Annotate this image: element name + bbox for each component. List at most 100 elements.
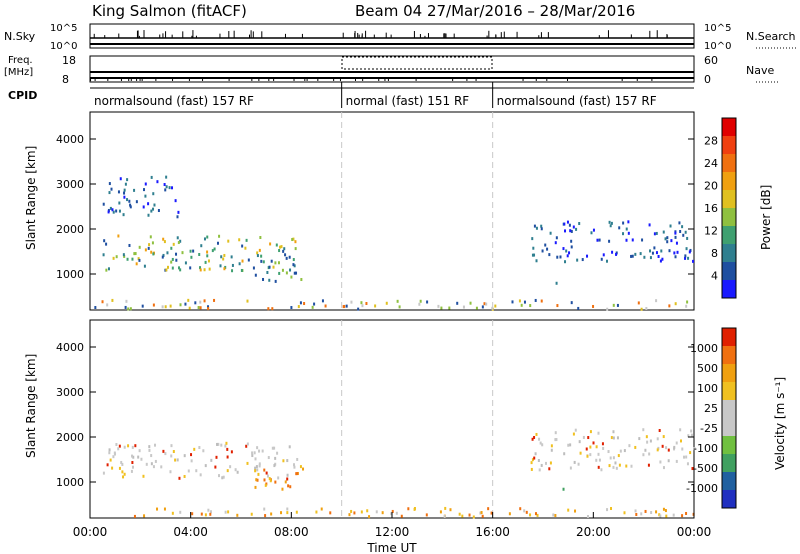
scatter-cell (684, 256, 687, 260)
scatter-cell (255, 465, 258, 469)
scatter-cell (283, 247, 286, 251)
scatter-cell (108, 191, 111, 195)
scatter-cell (576, 258, 579, 262)
scatter-cell (132, 455, 135, 459)
scatter-cell (664, 237, 667, 241)
scatter-cell (625, 238, 628, 242)
scatter-cell (126, 178, 129, 182)
nave-tick-top: 60 (704, 54, 718, 67)
scatter-cell (126, 198, 129, 202)
scatter-cell (574, 509, 577, 513)
scatter-cell (568, 223, 571, 227)
scatter-cell (285, 271, 288, 275)
scatter-cell (269, 242, 272, 246)
scatter-cell (177, 210, 180, 214)
scatter-cell (274, 456, 277, 460)
scatter-cell (277, 261, 280, 265)
scatter-cell (175, 252, 178, 256)
scatter-cell (618, 226, 621, 230)
scatter-cell (274, 480, 277, 484)
scatter-cell (246, 461, 249, 465)
scatter-cell (230, 255, 233, 259)
scatter-cell (197, 306, 200, 310)
scatter-cell (684, 230, 687, 234)
scatter-cell (118, 209, 121, 213)
scatter-cell (649, 439, 652, 443)
scatter-cell (407, 507, 410, 511)
scatter-cell (581, 258, 584, 262)
velocity-frame (89, 319, 695, 519)
scatter-cell (202, 449, 205, 453)
scatter-cell (211, 249, 214, 253)
velocity-ylabel: Slant Range [km] (24, 354, 38, 458)
scatter-cell (572, 225, 575, 229)
scatter-cell (238, 238, 241, 242)
scatter-cell (659, 514, 662, 518)
scatter-cell (288, 255, 291, 259)
scatter-cell (538, 437, 541, 441)
scatter-cell (119, 177, 122, 181)
scatter-cell (114, 452, 117, 456)
scatter-cell (295, 271, 298, 275)
scatter-cell (131, 454, 134, 458)
scatter-cell (169, 470, 172, 474)
scatter-cell (106, 463, 109, 467)
scatter-cell (179, 239, 182, 243)
scatter-cell (120, 460, 123, 464)
scatter-cell (490, 511, 493, 515)
scatter-cell (533, 436, 536, 440)
scatter-cell (109, 206, 112, 210)
scatter-cell (544, 243, 547, 247)
scatter-cell (610, 436, 613, 440)
scatter-cell (642, 453, 645, 457)
scatter-cell (147, 202, 150, 206)
scatter-cell (533, 456, 536, 460)
scatter-cell (303, 302, 306, 306)
scatter-cell (299, 465, 302, 469)
scatter-cell (391, 509, 394, 513)
scatter-cell (295, 472, 298, 476)
scatter-cell (124, 305, 127, 309)
colorbar-tick-label: -25 (700, 422, 718, 435)
scatter-cell (343, 304, 346, 308)
scatter-cell (258, 449, 261, 453)
scatter-cell (657, 254, 660, 258)
scatter-cell (176, 215, 179, 219)
scatter-cell (675, 459, 678, 463)
scatter-cell (117, 234, 120, 238)
colorbar-tick-label: 8 (711, 247, 718, 260)
scatter-cell (112, 455, 115, 459)
scatter-cell (174, 458, 177, 462)
scatter-cell (123, 188, 126, 192)
scatter-cell (475, 306, 478, 310)
freq-tick-top: 18 (62, 54, 76, 67)
scatter-cell (217, 442, 220, 446)
scatter-cell (133, 188, 136, 192)
scatter-cell (161, 305, 164, 309)
scatter-cell (575, 227, 578, 231)
scatter-cell (679, 428, 682, 432)
scatter-cell (191, 512, 194, 516)
scatter-cell (121, 462, 124, 466)
scatter-cell (390, 512, 393, 516)
scatter-cell (532, 246, 535, 250)
nsky-tick-bottom: 10^0 (50, 41, 77, 52)
scatter-cell (665, 514, 668, 518)
scatter-cell (634, 445, 637, 449)
scatter-cell (124, 182, 127, 186)
scatter-cell (137, 257, 140, 261)
scatter-cell (480, 511, 483, 515)
scatter-cell (555, 438, 558, 442)
scatter-cell (494, 304, 497, 308)
scatter-cell (615, 252, 618, 256)
scatter-cell (226, 447, 229, 451)
scatter-cell (164, 188, 167, 192)
scatter-cell (659, 259, 662, 263)
scatter-cell (164, 305, 167, 309)
scatter-cell (647, 463, 650, 467)
scatter-cell (142, 474, 145, 478)
scatter-cell (109, 458, 112, 462)
scatter-cell (246, 299, 249, 303)
scatter-cell (365, 301, 368, 305)
scatter-cell (265, 471, 268, 475)
